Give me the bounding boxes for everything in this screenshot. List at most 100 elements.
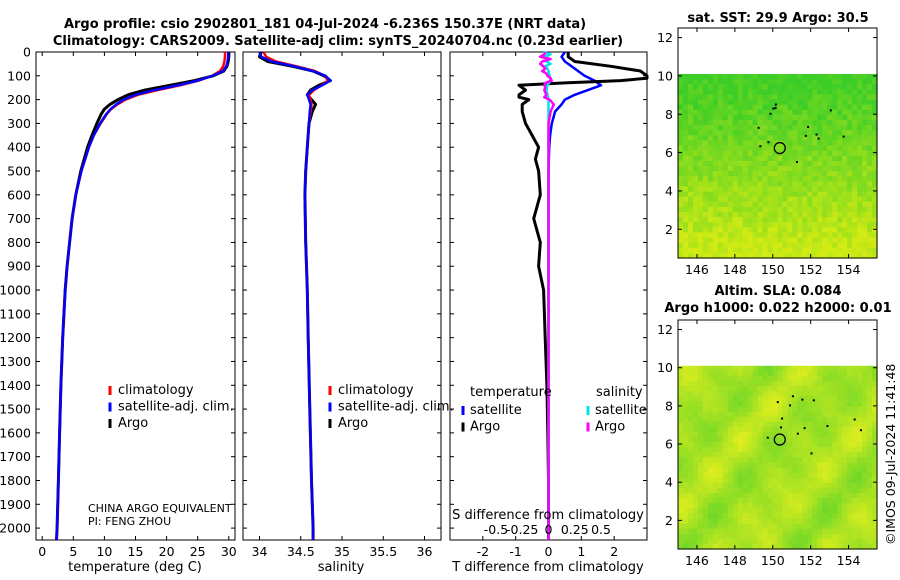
- heatmap-cell: [862, 94, 868, 101]
- heatmap-cell: [727, 135, 734, 142]
- heatmap-cell: [732, 437, 739, 443]
- heatmap-cell: [872, 114, 878, 121]
- heatmap-cell: [682, 186, 689, 193]
- heatmap-cell: [692, 533, 699, 540]
- heatmap-cell: [732, 426, 739, 433]
- heatmap-cell: [817, 513, 823, 520]
- heatmap-cell: [852, 538, 858, 545]
- heatmap-cell: [692, 437, 699, 443]
- heatmap-cell: [678, 186, 684, 193]
- heatmap-cell: [717, 217, 724, 223]
- heatmap-cell: [847, 365, 853, 372]
- heatmap-cell: [837, 523, 843, 530]
- heatmap-cell: [827, 493, 833, 499]
- heatmap-cell: [707, 114, 714, 121]
- heatmap-cell: [837, 109, 843, 116]
- heatmap-cell: [842, 114, 848, 121]
- heatmap-cell: [737, 89, 744, 96]
- heatmap-cell: [857, 518, 863, 525]
- heatmap-cell: [737, 533, 744, 540]
- heatmap-cell: [837, 94, 843, 101]
- heatmap-cell: [862, 125, 868, 131]
- heatmap-cell: [702, 406, 709, 413]
- heatmap-cell: [867, 212, 873, 218]
- heatmap-cell: [872, 181, 878, 188]
- heatmap-cell: [702, 242, 709, 249]
- heatmap-cell: [797, 186, 803, 193]
- heatmap-cell: [707, 74, 714, 80]
- heatmap-cell: [747, 487, 754, 494]
- heatmap-cell: [867, 533, 873, 540]
- heatmap-cell: [872, 421, 878, 428]
- island-speck: [769, 112, 772, 115]
- heatmap-cell: [747, 538, 754, 545]
- heatmap-cell: [777, 396, 784, 403]
- heatmap-cell: [837, 431, 843, 438]
- heatmap-cell: [762, 421, 769, 428]
- heatmap-cell: [832, 508, 838, 514]
- heatmap-cell: [832, 411, 838, 418]
- heatmap-cell: [762, 155, 769, 162]
- heatmap-cell: [857, 431, 863, 438]
- heatmap-cell: [678, 237, 684, 244]
- heatmap-cell: [757, 447, 764, 453]
- heatmap-cell: [732, 401, 739, 408]
- heatmap-cell: [822, 130, 828, 136]
- depth-tick-label: 900: [7, 259, 31, 274]
- heatmap-cell: [807, 160, 813, 167]
- heatmap-cell: [782, 498, 789, 504]
- heatmap-cell: [847, 84, 853, 90]
- heatmap-cell: [832, 442, 838, 448]
- heatmap-cell: [727, 493, 734, 499]
- heatmap-cell: [747, 518, 754, 525]
- heatmap-cell: [847, 523, 853, 530]
- heatmap-cell: [742, 186, 749, 193]
- heatmap-cell: [852, 155, 858, 162]
- heatmap-cell: [822, 467, 828, 474]
- heatmap-cell: [747, 114, 754, 121]
- heatmap-cell: [722, 125, 729, 131]
- heatmap-cell: [767, 176, 774, 182]
- heatmap-cell: [792, 181, 798, 188]
- heatmap-cell: [842, 467, 848, 474]
- heatmap-cell: [842, 406, 848, 413]
- heatmap-cell: [857, 513, 863, 520]
- heatmap-cell: [717, 196, 724, 203]
- heatmap-cell: [842, 160, 848, 167]
- map-x-tick-label: 146: [685, 262, 709, 277]
- heatmap-cell: [802, 411, 808, 418]
- heatmap-cell: [852, 396, 858, 403]
- heatmap-cell: [687, 543, 694, 550]
- heatmap-cell: [687, 130, 694, 136]
- heatmap-cell: [817, 365, 823, 372]
- heatmap-cell: [852, 212, 858, 218]
- heatmap-cell: [762, 426, 769, 433]
- heatmap-cell: [752, 487, 759, 494]
- s-tick-label: -0.5: [484, 522, 508, 537]
- heatmap-cell: [678, 426, 684, 433]
- heatmap-cell: [727, 518, 734, 525]
- heatmap-cell: [747, 381, 754, 387]
- heatmap-cell: [787, 181, 794, 188]
- heatmap-cell: [867, 386, 873, 392]
- heatmap-cell: [762, 145, 769, 152]
- heatmap-cell: [807, 84, 813, 90]
- heatmap-cell: [697, 242, 704, 249]
- heatmap-cell: [792, 135, 798, 142]
- heatmap-cell: [712, 493, 719, 499]
- heatmap-cell: [707, 120, 714, 126]
- heatmap-cell: [767, 150, 774, 157]
- heatmap-cell: [847, 426, 853, 433]
- heatmap-cell: [757, 472, 764, 479]
- heatmap-cell: [742, 222, 749, 228]
- heatmap-cell: [687, 421, 694, 428]
- heatmap-cell: [762, 140, 769, 147]
- heatmap-cell: [777, 114, 784, 121]
- heatmap-cell: [807, 242, 813, 249]
- heatmap-cell: [787, 125, 794, 131]
- heatmap-cell: [822, 391, 828, 397]
- heatmap-cell: [697, 140, 704, 147]
- heatmap-cell: [852, 232, 858, 239]
- heatmap-cell: [797, 457, 803, 464]
- heatmap-cell: [827, 176, 833, 182]
